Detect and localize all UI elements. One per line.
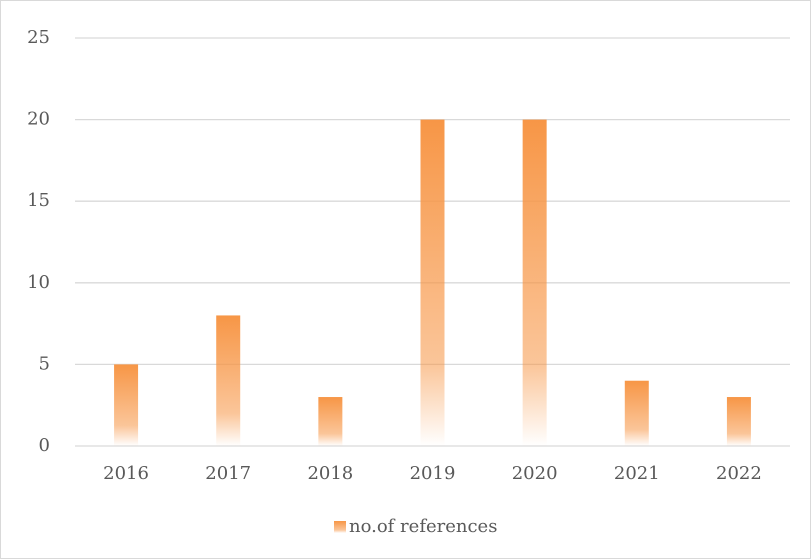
bar: [114, 364, 139, 446]
legend-label: no.of references: [349, 516, 497, 537]
x-tick-label: 2021: [614, 463, 660, 484]
x-tick-label: 2019: [410, 463, 456, 484]
x-tick-label: 2016: [103, 463, 149, 484]
y-tick-label: 5: [39, 353, 50, 374]
bar: [522, 119, 547, 446]
x-tick-label: 2017: [205, 463, 251, 484]
y-tick-label: 25: [27, 27, 50, 48]
x-tick-label: 2018: [307, 463, 353, 484]
bar: [420, 119, 445, 446]
y-tick-label: 0: [39, 435, 50, 456]
bar: [624, 380, 649, 446]
x-tick-label: 2020: [512, 463, 558, 484]
bar: [726, 397, 751, 446]
y-tick-label: 15: [27, 190, 50, 211]
x-tick-label: 2022: [716, 463, 762, 484]
bar: [318, 397, 343, 446]
y-tick-label: 20: [27, 109, 50, 130]
y-tick-label: 10: [27, 272, 50, 293]
legend-swatch: [334, 521, 346, 533]
bar: [216, 315, 241, 446]
